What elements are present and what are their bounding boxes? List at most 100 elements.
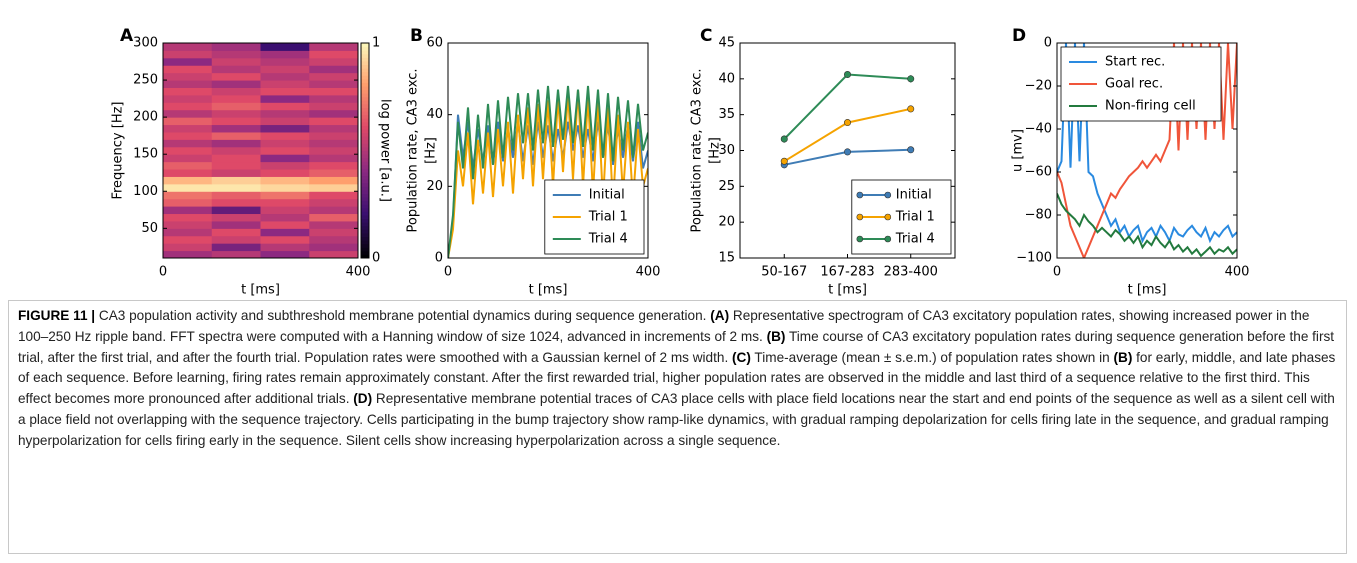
heat-cell bbox=[211, 72, 261, 81]
panel: 50-167 167-283 283-400 15 20 25 30 35 40 45 t [ms]… bbox=[690, 26, 956, 298]
heat-cell bbox=[211, 228, 261, 237]
colorbar-segment bbox=[361, 232, 369, 237]
colorbar-segment bbox=[361, 189, 369, 194]
marker bbox=[907, 105, 915, 113]
colorbar-segment bbox=[361, 68, 369, 73]
x-axis-label: t [ms] bbox=[241, 283, 280, 298]
colorbar-segment bbox=[361, 254, 369, 259]
colorbar-segment bbox=[361, 46, 369, 51]
y-tick-label: −100 bbox=[1016, 251, 1052, 266]
legend-label: Initial bbox=[589, 188, 625, 203]
x-axis-label: t [ms] bbox=[1128, 283, 1167, 298]
x-tick-label: 400 bbox=[636, 265, 661, 280]
x-axis-label: t [ms] bbox=[529, 283, 568, 298]
colorbar-segment bbox=[361, 93, 369, 98]
heat-cell bbox=[309, 50, 358, 59]
colorbar-segment bbox=[361, 111, 369, 116]
heat-cell bbox=[163, 50, 213, 59]
heat-cell bbox=[163, 220, 213, 229]
x-tick-label: 0 bbox=[1053, 265, 1061, 280]
heat-cell bbox=[309, 80, 358, 88]
colorbar-segment bbox=[361, 125, 369, 130]
colorbar-segment bbox=[361, 204, 369, 209]
colorbar-segment bbox=[361, 236, 369, 241]
y-tick-label: 30 bbox=[718, 143, 735, 158]
heat-cell bbox=[309, 124, 358, 133]
x-tick-label: 400 bbox=[346, 265, 371, 280]
heat-cell bbox=[309, 250, 358, 258]
heat-cell bbox=[163, 139, 213, 148]
colorbar-segment bbox=[361, 60, 369, 65]
x-tick-label: 400 bbox=[1225, 265, 1250, 280]
colorbar-segment bbox=[361, 50, 369, 55]
heat-cell bbox=[309, 154, 358, 163]
heat-cell bbox=[211, 169, 261, 177]
heat-cell bbox=[260, 131, 310, 140]
heat-cell bbox=[260, 139, 310, 148]
colorbar-segment bbox=[361, 96, 369, 101]
legend-label: Goal rec. bbox=[1105, 77, 1163, 92]
colorbar-segment bbox=[361, 150, 369, 155]
heat-cell bbox=[309, 146, 358, 155]
heat-cell bbox=[260, 228, 310, 237]
heat-cell bbox=[163, 65, 213, 74]
heat-cell bbox=[163, 161, 213, 170]
heat-cell bbox=[163, 169, 213, 177]
heat-cell bbox=[163, 57, 213, 66]
colorbar-segment bbox=[361, 114, 369, 119]
colorbar-segment bbox=[361, 78, 369, 83]
heat-cell bbox=[163, 183, 213, 192]
heat-cell bbox=[163, 191, 213, 200]
heat-cell bbox=[260, 109, 310, 118]
legend-label: Trial 4 bbox=[895, 232, 935, 247]
colorbar-segment bbox=[361, 71, 369, 76]
colorbar-segment bbox=[361, 157, 369, 162]
marker bbox=[780, 135, 788, 143]
colorbar-segment bbox=[361, 139, 369, 144]
caption-text: Time-average (mean ± s.e.m.) of populati… bbox=[750, 349, 1114, 365]
panel: −100 −80 −60 −40 −20 0 0 400 t [ms] u [mv] D Start … bbox=[1011, 26, 1250, 298]
colorbar-segment bbox=[361, 222, 369, 227]
legend: Initial Trial 1 Trial 4 bbox=[851, 179, 952, 255]
colorbar-segment bbox=[361, 243, 369, 248]
colorbar-segment bbox=[361, 154, 369, 159]
panel: 0 20 40 60 0 400 t [ms] Population rate, CA3 ex… bbox=[406, 26, 661, 298]
colorbar-segment bbox=[361, 240, 369, 245]
colorbar-segment bbox=[361, 179, 369, 184]
colorbar-segment bbox=[361, 136, 369, 141]
colorbar-segment bbox=[361, 175, 369, 180]
heat-cell bbox=[211, 109, 261, 118]
heat-cell bbox=[260, 43, 310, 51]
caption-label: (D) bbox=[353, 391, 373, 407]
y-tick-label: 200 bbox=[133, 110, 158, 125]
series-line bbox=[783, 73, 911, 140]
heat-cell bbox=[260, 80, 310, 88]
heat-cell bbox=[211, 117, 261, 126]
panel-letter: A bbox=[120, 26, 134, 46]
colorbar-frame bbox=[360, 42, 370, 259]
heat-cell bbox=[260, 213, 310, 222]
y-tick-label: 60 bbox=[426, 36, 443, 51]
heat-cell bbox=[211, 102, 261, 111]
colorbar-segment bbox=[361, 168, 369, 173]
y-tick-label: 150 bbox=[133, 147, 158, 162]
heat-cell bbox=[163, 117, 213, 126]
axes-frame bbox=[1056, 42, 1238, 259]
heat-cell bbox=[163, 102, 213, 111]
heat-cell bbox=[309, 161, 358, 170]
heat-cell bbox=[163, 206, 213, 215]
series-line bbox=[448, 85, 648, 258]
colorbar-tick-label: 1 bbox=[372, 36, 380, 51]
heat-cell bbox=[211, 161, 261, 170]
heat-cell bbox=[260, 250, 310, 258]
heat-cell bbox=[260, 161, 310, 170]
colorbar-segment bbox=[361, 86, 369, 91]
caption-text: CA3 population activity and subthreshold… bbox=[95, 308, 711, 323]
caption-text: Representative membrane potential traces… bbox=[18, 391, 1335, 448]
heat-cell bbox=[309, 131, 358, 140]
colorbar-segment bbox=[361, 164, 369, 169]
colorbar-segment bbox=[361, 229, 369, 234]
colorbar-segment bbox=[361, 57, 369, 62]
heat-cell bbox=[163, 94, 213, 103]
y-tick-label: 0 bbox=[1044, 36, 1052, 51]
